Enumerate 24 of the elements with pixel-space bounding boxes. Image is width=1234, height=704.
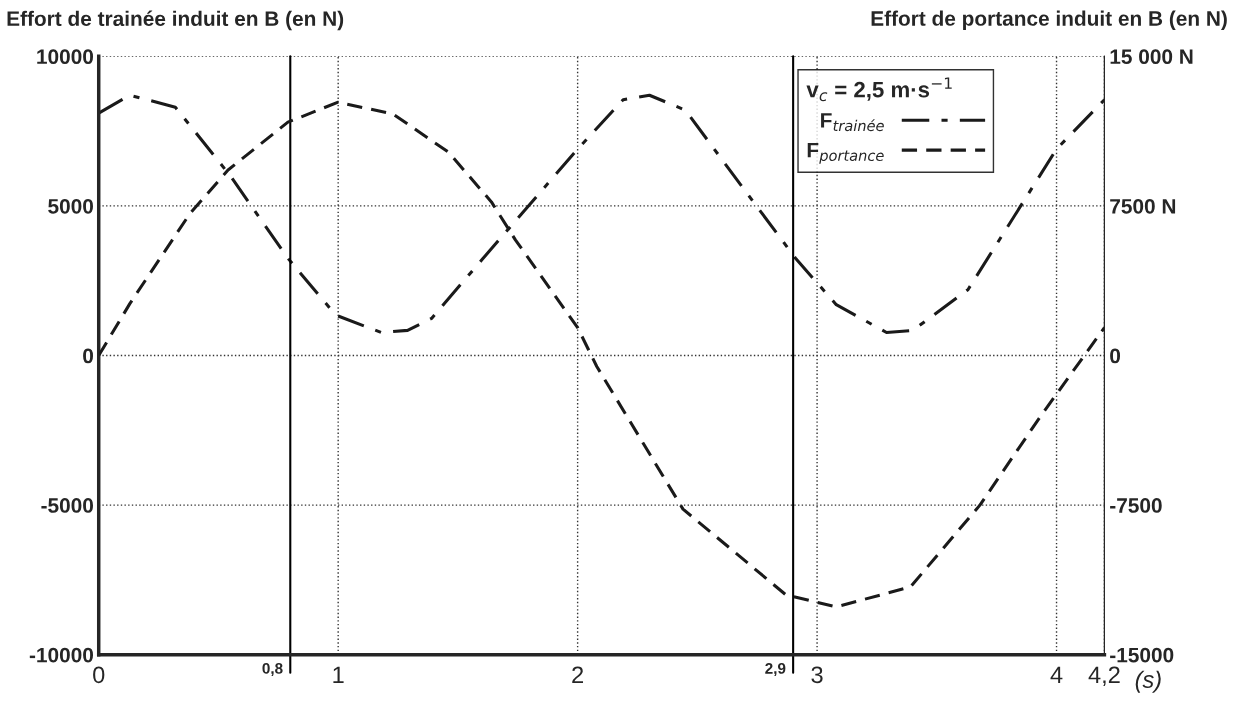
x-axis-title: (s) — [1135, 670, 1161, 693]
x-tick-label: 4 — [1050, 666, 1063, 683]
y2-axis-title: Effort de portance induit en B (en N) — [871, 10, 1227, 30]
y2-tick-label: 0 — [1110, 348, 1121, 364]
x-tick-label: 0 — [93, 666, 105, 684]
y-tick-label: 0 — [83, 348, 94, 364]
y-tick-label: 10000 — [37, 49, 94, 65]
y-axis-title: Effort de trainée induit en B (en N) — [7, 10, 344, 31]
x-tick-label: 3 — [811, 666, 823, 684]
y-tick-label: 5000 — [48, 198, 94, 214]
y-tick-label: -10000 — [29, 647, 94, 663]
legend-label: F$_{trainée}$ — [821, 113, 884, 132]
ref-line-label: 2,9 — [765, 662, 786, 676]
y2-tick-label: 15 000 N — [1110, 49, 1193, 65]
y-tick-label: -5000 — [41, 498, 94, 513]
x-tick-label: 4,2 — [1088, 666, 1120, 686]
ref-line-label: 0,8 — [262, 662, 283, 676]
y2-tick-label: -15000 — [1110, 647, 1174, 663]
x-tick-label: 1 — [333, 666, 344, 683]
legend-title: v$_{c}$ = 2,5 m·s$^{−1}$ — [806, 77, 952, 102]
y2-tick-label: -7500 — [1110, 498, 1162, 513]
x-tick-label: 2 — [572, 666, 584, 683]
y2-tick-label: 7500 N — [1110, 198, 1176, 214]
legend-label: F$_{portance}$ — [807, 143, 884, 164]
